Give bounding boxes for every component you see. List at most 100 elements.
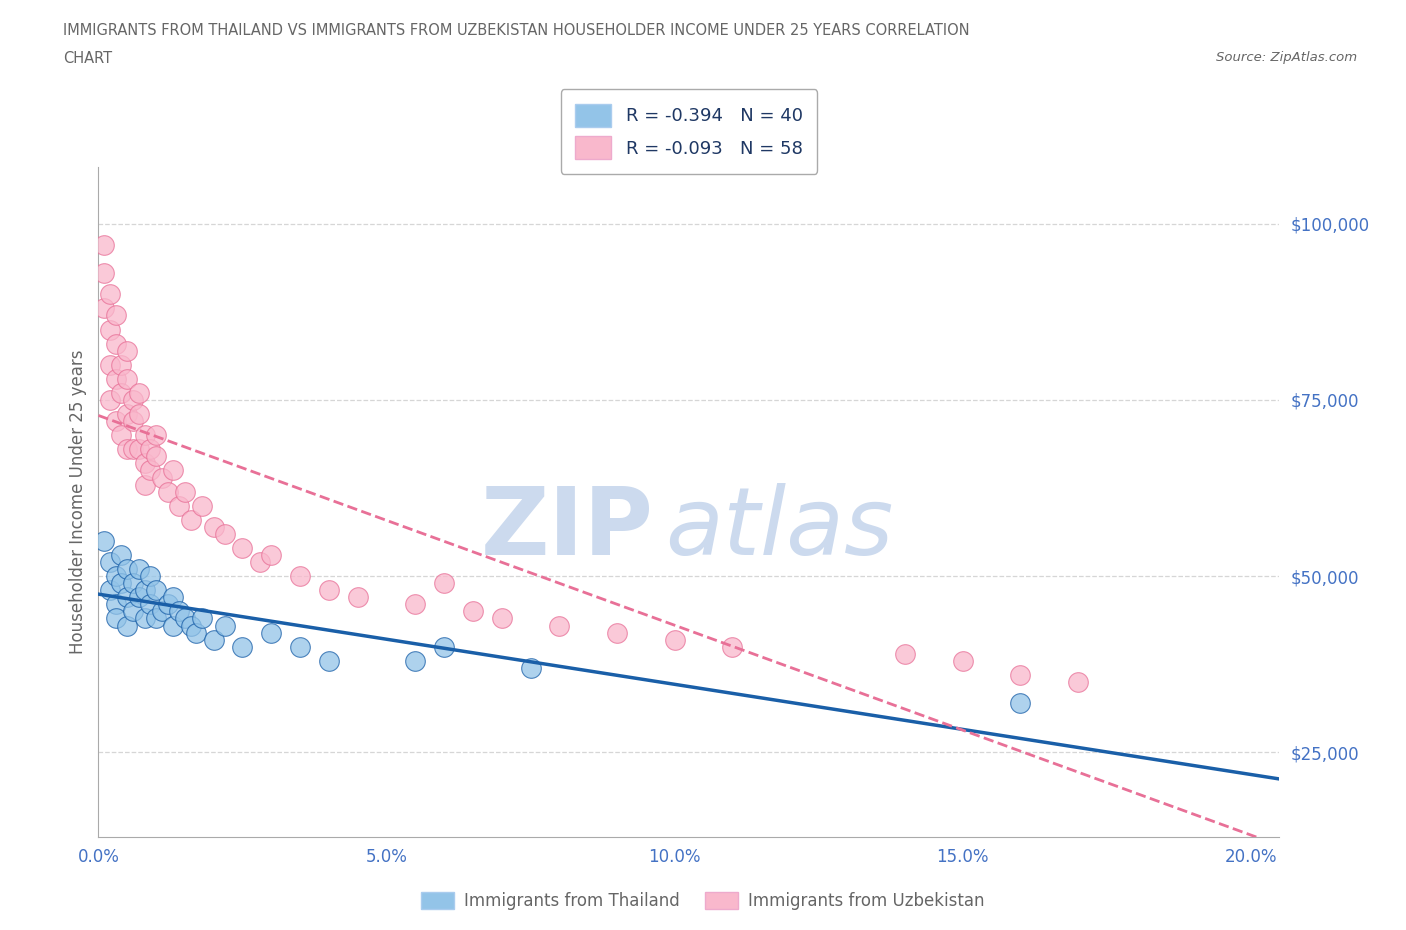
Legend: Immigrants from Thailand, Immigrants from Uzbekistan: Immigrants from Thailand, Immigrants fro…: [415, 885, 991, 917]
Point: [104, 597, 127, 612]
Point: [104, 308, 127, 323]
Point: [519, 660, 541, 675]
Point: [231, 639, 253, 654]
Point: [122, 414, 145, 429]
Point: [145, 611, 167, 626]
Point: [952, 654, 974, 669]
Point: [134, 477, 156, 492]
Point: [93, 534, 115, 549]
Point: [134, 428, 156, 443]
Point: [145, 449, 167, 464]
Point: [461, 604, 484, 618]
Point: [664, 632, 686, 647]
Point: [404, 654, 426, 669]
Point: [104, 336, 127, 351]
Point: [173, 611, 195, 626]
Point: [98, 286, 121, 301]
Text: CHART: CHART: [63, 51, 112, 66]
Point: [104, 611, 127, 626]
Point: [346, 590, 368, 604]
Y-axis label: Householder Income Under 25 years: Householder Income Under 25 years: [69, 350, 87, 655]
Point: [288, 569, 311, 584]
Point: [249, 554, 271, 569]
Point: [145, 428, 167, 443]
Point: [110, 548, 132, 563]
Point: [98, 392, 121, 407]
Point: [122, 392, 145, 407]
Point: [122, 442, 145, 457]
Point: [139, 597, 162, 612]
Point: [134, 611, 156, 626]
Point: [167, 498, 190, 513]
Point: [433, 576, 456, 591]
Point: [191, 498, 214, 513]
Point: [150, 604, 173, 618]
Point: [122, 576, 145, 591]
Point: [115, 618, 138, 633]
Point: [318, 654, 340, 669]
Point: [115, 371, 138, 386]
Point: [433, 639, 456, 654]
Text: atlas: atlas: [665, 484, 894, 575]
Point: [93, 237, 115, 252]
Point: [128, 406, 150, 421]
Point: [98, 357, 121, 372]
Point: [150, 470, 173, 485]
Point: [139, 569, 162, 584]
Point: [491, 611, 513, 626]
Point: [162, 618, 184, 633]
Point: [115, 562, 138, 577]
Point: [186, 625, 208, 640]
Point: [288, 639, 311, 654]
Point: [104, 414, 127, 429]
Point: [145, 583, 167, 598]
Point: [167, 604, 190, 618]
Point: [128, 562, 150, 577]
Point: [548, 618, 571, 633]
Point: [318, 583, 340, 598]
Point: [104, 569, 127, 584]
Point: [110, 576, 132, 591]
Legend: R = -0.394   N = 40, R = -0.093   N = 58: R = -0.394 N = 40, R = -0.093 N = 58: [561, 89, 817, 174]
Point: [156, 485, 179, 499]
Point: [721, 639, 744, 654]
Point: [894, 646, 917, 661]
Point: [115, 442, 138, 457]
Point: [115, 406, 138, 421]
Point: [139, 463, 162, 478]
Point: [98, 554, 121, 569]
Point: [173, 485, 195, 499]
Point: [1010, 696, 1032, 711]
Text: Source: ZipAtlas.com: Source: ZipAtlas.com: [1216, 51, 1357, 64]
Point: [110, 428, 132, 443]
Point: [110, 357, 132, 372]
Point: [1067, 674, 1090, 689]
Point: [104, 371, 127, 386]
Point: [180, 512, 202, 527]
Point: [98, 583, 121, 598]
Point: [162, 590, 184, 604]
Point: [93, 301, 115, 316]
Point: [139, 442, 162, 457]
Point: [115, 590, 138, 604]
Point: [202, 632, 225, 647]
Point: [122, 604, 145, 618]
Point: [606, 625, 628, 640]
Point: [1010, 668, 1032, 683]
Text: ZIP: ZIP: [481, 483, 654, 575]
Point: [134, 583, 156, 598]
Point: [128, 590, 150, 604]
Point: [214, 618, 236, 633]
Point: [191, 611, 214, 626]
Point: [260, 625, 283, 640]
Text: IMMIGRANTS FROM THAILAND VS IMMIGRANTS FROM UZBEKISTAN HOUSEHOLDER INCOME UNDER : IMMIGRANTS FROM THAILAND VS IMMIGRANTS F…: [63, 23, 970, 38]
Point: [128, 442, 150, 457]
Point: [134, 456, 156, 471]
Point: [214, 526, 236, 541]
Point: [231, 540, 253, 555]
Point: [110, 386, 132, 401]
Point: [98, 322, 121, 337]
Point: [162, 463, 184, 478]
Point: [180, 618, 202, 633]
Point: [202, 520, 225, 535]
